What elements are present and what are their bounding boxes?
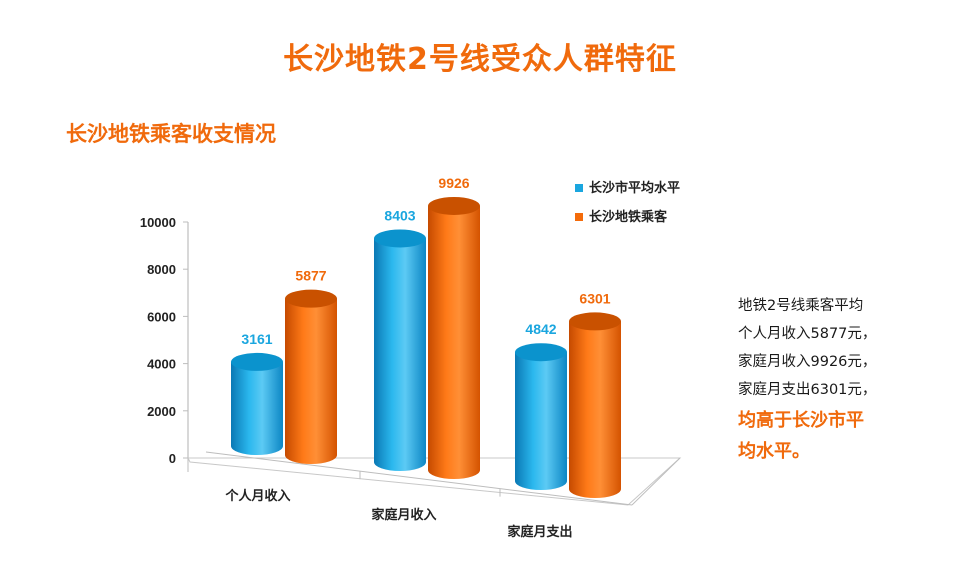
bar: 3161 xyxy=(231,331,283,455)
bar: 4842 xyxy=(515,321,567,490)
side-note: 地铁2号线乘客平均 个人月收入5877元， 家庭月收入9926元， 家庭月支出6… xyxy=(738,292,938,466)
bar-body xyxy=(374,238,426,471)
note-highlight: 均高于长沙市平 xyxy=(738,410,864,431)
note-line: 家庭月收入9926元， xyxy=(738,354,877,370)
section-title: 长沙地铁乘客收支情况 xyxy=(66,122,276,146)
bar-body xyxy=(428,205,480,480)
bar-body xyxy=(285,298,337,464)
bar: 6301 xyxy=(569,290,621,498)
floor-right-edge xyxy=(631,457,681,506)
data-label: 8403 xyxy=(384,207,415,223)
x-tick-label: 家庭月支出 xyxy=(507,524,572,540)
x-axis-line xyxy=(205,451,633,506)
bar-top xyxy=(515,343,567,362)
legend-swatch xyxy=(575,184,583,192)
y-tick-label: 10000 xyxy=(140,215,176,230)
data-label: 4842 xyxy=(525,321,556,337)
note-highlight: 均水平。 xyxy=(738,441,810,462)
note-line: 地铁2号线乘客平均 xyxy=(738,298,864,314)
chart-bars: 3161 5877 8403 9926 4842 6301 xyxy=(231,175,621,498)
bar-top xyxy=(374,229,426,248)
bar: 9926 xyxy=(428,175,480,480)
y-tick-label: 2000 xyxy=(147,404,176,419)
x-tick-label: 家庭月收入 xyxy=(371,507,436,523)
y-tick-label: 8000 xyxy=(147,262,176,277)
data-label: 9926 xyxy=(438,175,469,191)
bar-top xyxy=(231,352,283,371)
bar-body xyxy=(569,321,621,498)
y-tick-label: 0 xyxy=(169,451,176,466)
page-title: 长沙地铁2号线受众人群特征 xyxy=(283,42,677,77)
y-tick-label: 4000 xyxy=(147,357,176,372)
legend-swatch xyxy=(575,213,583,221)
bar: 5877 xyxy=(285,268,337,464)
legend-label: 长沙市平均水平 xyxy=(589,180,680,196)
data-label: 5877 xyxy=(295,268,326,284)
bar-body xyxy=(231,361,283,455)
bar-top xyxy=(569,312,621,331)
data-label: 6301 xyxy=(579,290,610,306)
note-line: 家庭月支出6301元， xyxy=(738,382,877,398)
bar-body xyxy=(515,352,567,490)
y-axis: 0 2000 4000 6000 8000 10000 xyxy=(140,215,188,466)
legend-label: 长沙地铁乘客 xyxy=(589,209,668,225)
bar: 8403 xyxy=(374,207,426,471)
y-tick-label: 6000 xyxy=(147,309,176,324)
data-label: 3161 xyxy=(241,331,272,347)
note-line: 个人月收入5877元， xyxy=(738,326,877,342)
bar-top xyxy=(285,289,337,308)
x-tick-label: 个人月收入 xyxy=(224,488,290,504)
bar-top xyxy=(428,196,480,215)
